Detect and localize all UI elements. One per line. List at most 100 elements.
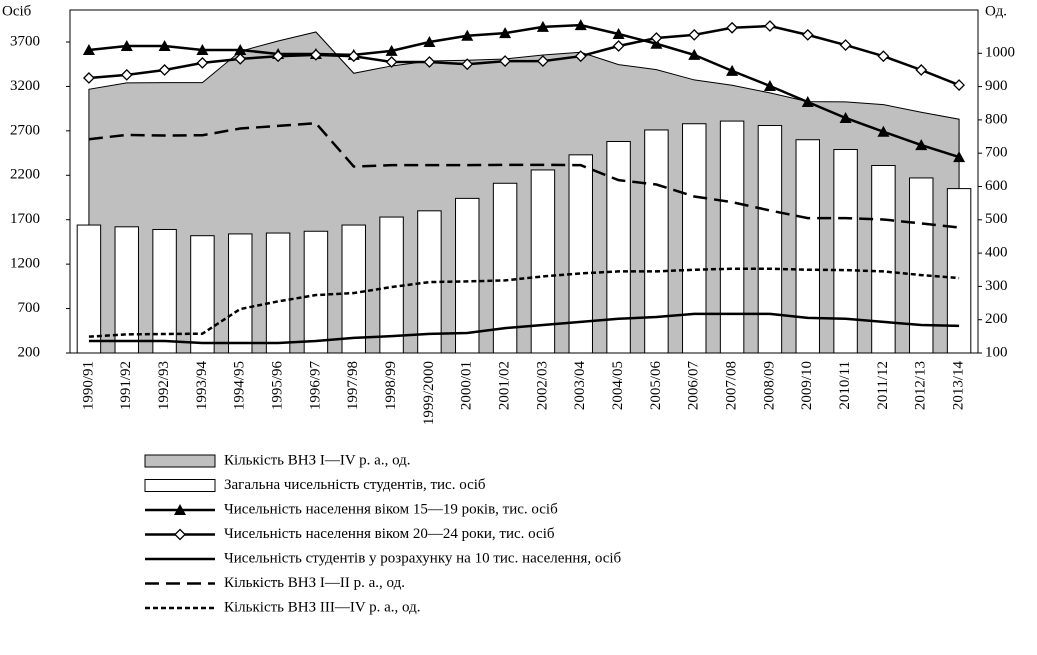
- marker: [499, 55, 512, 68]
- marker: [196, 43, 209, 55]
- x-tick-label: 2005/06: [648, 361, 664, 411]
- bar: [719, 120, 745, 354]
- y2-tick-label: 400: [985, 245, 1008, 261]
- bar: [228, 233, 253, 354]
- bar: [795, 139, 820, 354]
- marker: [234, 52, 247, 65]
- y2-tick-label: 900: [985, 78, 1008, 94]
- y2-tick-label: 500: [985, 211, 1008, 227]
- legend-label: Загальна чисельність студентів, тис. осі…: [224, 477, 486, 493]
- marker: [801, 95, 814, 107]
- marker: [574, 19, 587, 31]
- marker: [423, 56, 436, 68]
- y2-tick-label: 800: [985, 111, 1008, 127]
- bar: [871, 165, 896, 354]
- marker: [423, 35, 436, 47]
- x-tick-label: 1994/95: [232, 361, 248, 410]
- area: [88, 31, 960, 354]
- marker: [688, 48, 701, 60]
- y-tick-label: 1200: [10, 256, 40, 272]
- marker: [763, 79, 776, 91]
- x-tick-label: 2009/10: [799, 361, 815, 410]
- marker: [726, 64, 739, 76]
- legend-label: Кількість ВНЗ I—II р. а., од.: [224, 575, 405, 591]
- bar: [76, 224, 102, 354]
- x-tick-label: 2006/07: [686, 361, 702, 411]
- x-tick-label: 1991/92: [118, 361, 134, 410]
- marker: [196, 56, 209, 69]
- y-tick-label: 200: [18, 344, 41, 360]
- line: [88, 24, 960, 87]
- x-tick-label: 2012/13: [913, 361, 929, 410]
- y-tick-label: 3700: [10, 33, 40, 49]
- x-tick-label: 2000/01: [459, 361, 475, 410]
- y2-axis-label: Од.: [985, 3, 1007, 19]
- x-tick-label: 2004/05: [610, 361, 626, 410]
- x-tick-label: 2003/04: [572, 361, 588, 411]
- bar: [190, 235, 215, 354]
- bar: [833, 149, 858, 354]
- line: [88, 312, 960, 345]
- marker: [272, 50, 285, 63]
- marker: [763, 20, 776, 32]
- marker: [385, 56, 398, 68]
- marker: [120, 68, 133, 81]
- marker: [234, 43, 247, 55]
- x-tick-label: 1998/99: [383, 361, 399, 410]
- x-tick-label: 1992/93: [156, 361, 172, 410]
- marker: [612, 27, 625, 39]
- marker: [839, 111, 852, 123]
- bar: [341, 224, 366, 354]
- marker: [120, 39, 133, 51]
- y-tick-label: 2700: [10, 122, 40, 138]
- legend-label: Кількість ВНЗ I—IV р. а., од.: [224, 452, 411, 468]
- marker: [385, 44, 398, 56]
- marker: [915, 139, 928, 151]
- marker: [536, 55, 549, 68]
- marker: [574, 50, 587, 63]
- marker: [82, 43, 95, 55]
- x-tick-label: 2013/14: [951, 361, 967, 411]
- y2-tick-label: 300: [985, 278, 1008, 294]
- marker: [839, 39, 852, 52]
- marker: [877, 125, 890, 137]
- marker: [158, 64, 171, 76]
- x-tick-label: 2007/08: [724, 361, 740, 410]
- legend-key: [144, 454, 216, 468]
- marker: [82, 72, 95, 84]
- y-tick-label: 1700: [10, 211, 40, 227]
- legend-label: Кількість ВНЗ III—IV р. а., од.: [224, 599, 421, 615]
- y-tick-label: 2200: [10, 167, 40, 183]
- bar: [455, 197, 480, 354]
- plot-frame: [69, 9, 979, 354]
- bar: [946, 188, 972, 354]
- line: [88, 23, 960, 159]
- y-tick-label: 700: [18, 300, 41, 316]
- y-tick-label: 3200: [10, 78, 40, 94]
- x-tick-label: 2010/11: [837, 361, 853, 410]
- x-tick-label: 1995/96: [270, 361, 286, 411]
- marker: [915, 64, 928, 76]
- bar: [114, 226, 139, 354]
- marker: [158, 39, 171, 51]
- y2-tick-label: 200: [985, 311, 1008, 327]
- line: [88, 267, 960, 338]
- marker: [877, 50, 890, 63]
- marker: [612, 40, 625, 52]
- marker: [801, 28, 814, 41]
- bar: [644, 129, 669, 354]
- legend-marker: [174, 528, 186, 541]
- bar: [417, 210, 442, 354]
- marker: [688, 28, 701, 41]
- x-tick-label: 2008/09: [761, 361, 777, 410]
- marker: [309, 48, 322, 61]
- x-tick-label: 1990/91: [80, 361, 96, 410]
- marker: [499, 27, 512, 39]
- y2-tick-label: 100: [985, 344, 1008, 360]
- marker: [953, 79, 966, 92]
- x-tick-label: 1997/98: [345, 361, 361, 410]
- legend-label: Чисельність студентів у розрахунку на 10…: [224, 550, 622, 566]
- x-tick-label: 2002/03: [534, 361, 550, 410]
- x-tick-label: 1999/2000: [421, 361, 437, 425]
